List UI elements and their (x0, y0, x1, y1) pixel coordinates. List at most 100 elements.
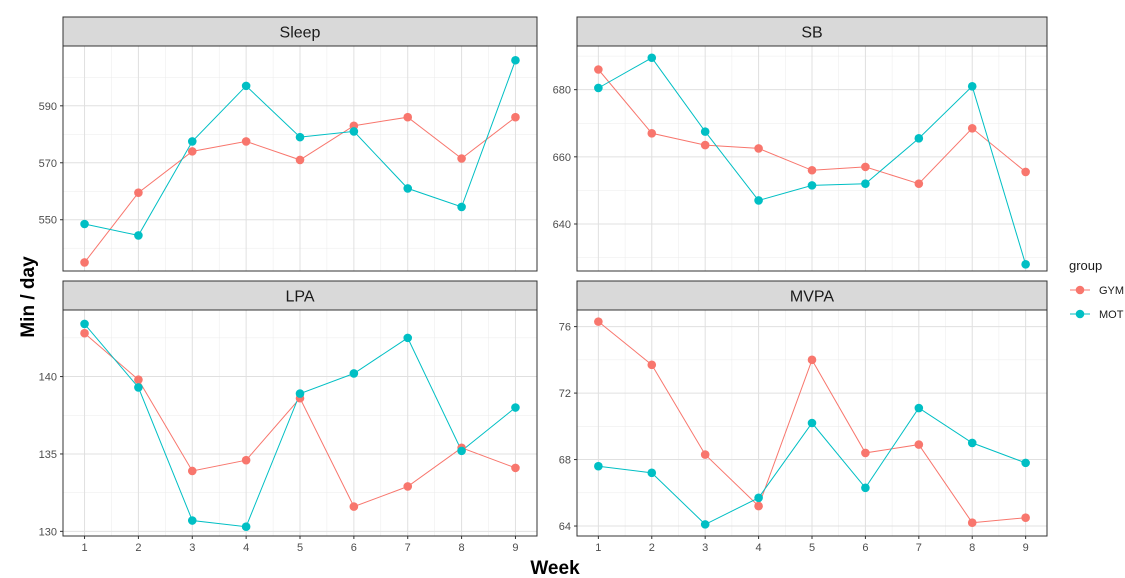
data-point-mot (1021, 458, 1030, 468)
data-point-gym (457, 154, 466, 163)
y-tick-label: 68 (559, 455, 571, 467)
data-point-mot (511, 55, 520, 65)
data-point-mot (1021, 259, 1030, 269)
x-tick-label: 2 (649, 542, 655, 554)
data-point-mot (914, 403, 924, 413)
data-point-gym (511, 463, 520, 473)
data-point-gym (861, 162, 870, 172)
x-tick-label: 6 (351, 542, 357, 554)
x-tick-label: 5 (809, 542, 815, 554)
data-point-gym (700, 450, 710, 459)
data-point-gym (647, 360, 657, 370)
data-point-mot (807, 418, 817, 428)
data-point-gym (80, 258, 89, 267)
x-axis-title: Week (530, 558, 580, 578)
data-point-gym (295, 155, 305, 165)
legend-key-point-mot (1075, 309, 1085, 319)
data-point-mot (700, 520, 710, 529)
x-tick-label: 7 (916, 542, 922, 554)
data-point-gym (754, 501, 763, 511)
facet-strip (62, 16, 538, 47)
data-point-mot (594, 83, 603, 93)
panel-sb: SB 640 660 680 (553, 16, 1048, 272)
panel-mvpa: MVPA 64 68 72 76 1 2 3 4 5 6 7 8 9 (559, 280, 1048, 554)
data-point-gym (187, 147, 197, 156)
y-tick-label: 130 (39, 526, 57, 538)
facet-title: MVPA (790, 289, 834, 306)
data-point-gym (134, 188, 143, 197)
x-tick-label: 4 (243, 542, 249, 554)
y-tick-label: 570 (39, 158, 57, 170)
data-point-mot (403, 333, 413, 343)
data-point-gym (187, 466, 197, 476)
y-tick-label: 76 (559, 322, 571, 334)
data-point-gym (80, 328, 89, 338)
data-point-mot (967, 438, 977, 448)
data-point-mot (134, 383, 143, 392)
legend-label-mot: MOT (1099, 309, 1124, 321)
x-tick-label: 9 (1023, 542, 1029, 554)
data-point-mot (594, 461, 603, 471)
data-point-mot (80, 319, 89, 329)
data-point-mot (134, 231, 143, 240)
data-point-mot (700, 127, 710, 136)
x-tick-label: 4 (756, 542, 762, 554)
data-point-mot (511, 403, 520, 412)
data-point-mot (807, 181, 817, 190)
data-point-gym (967, 123, 977, 133)
data-point-gym (241, 137, 251, 146)
data-point-gym (403, 112, 413, 122)
data-point-gym (134, 375, 143, 384)
data-point-gym (967, 518, 977, 528)
data-point-mot (861, 179, 870, 188)
data-point-mot (647, 468, 657, 478)
x-tick-label: 8 (969, 542, 975, 554)
y-tick-label: 135 (39, 449, 57, 461)
data-point-mot (647, 53, 657, 63)
data-point-gym (861, 448, 870, 458)
panel-border (62, 45, 538, 272)
legend-entry-mot: MOT (1070, 309, 1124, 321)
x-tick-label: 9 (512, 542, 518, 554)
data-point-gym (914, 179, 924, 188)
data-point-mot (349, 369, 359, 378)
data-point-gym (1021, 513, 1030, 523)
facet-strip (576, 16, 1048, 47)
panel-lpa: LPA 130 135 140 1 2 3 4 5 6 7 8 9 (39, 280, 538, 554)
x-tick-label: 8 (459, 542, 465, 554)
x-tick-label: 5 (297, 542, 303, 554)
data-point-mot (349, 127, 359, 136)
data-point-gym (807, 355, 817, 365)
legend-label-gym: GYM (1099, 285, 1124, 297)
data-point-gym (511, 112, 520, 122)
legend-title: group (1069, 258, 1102, 273)
data-point-gym (807, 165, 817, 175)
data-point-gym (700, 140, 710, 150)
data-point-mot (80, 219, 89, 229)
data-point-gym (914, 440, 924, 449)
y-axis-title: Min / day (18, 256, 39, 338)
data-point-gym (403, 482, 413, 491)
legend: group GYM MOT (1069, 258, 1124, 321)
legend-entry-gym: GYM (1070, 285, 1124, 297)
data-point-mot (861, 483, 870, 493)
x-tick-label: 7 (405, 542, 411, 554)
y-tick-label: 680 (553, 85, 571, 97)
facet-strip (62, 280, 538, 311)
facet-strip (576, 280, 1048, 311)
data-point-mot (754, 196, 763, 205)
x-tick-label: 1 (81, 542, 87, 554)
data-point-mot (187, 137, 197, 146)
data-point-mot (967, 81, 977, 91)
data-point-gym (349, 502, 359, 511)
data-point-gym (647, 129, 657, 138)
panel-sleep: Sleep 550 570 590 (39, 16, 538, 272)
y-tick-label: 640 (553, 219, 571, 231)
y-tick-label: 590 (39, 101, 57, 113)
data-point-gym (1021, 167, 1030, 177)
data-point-gym (241, 455, 251, 465)
data-point-mot (241, 522, 251, 532)
y-tick-label: 64 (559, 521, 571, 533)
